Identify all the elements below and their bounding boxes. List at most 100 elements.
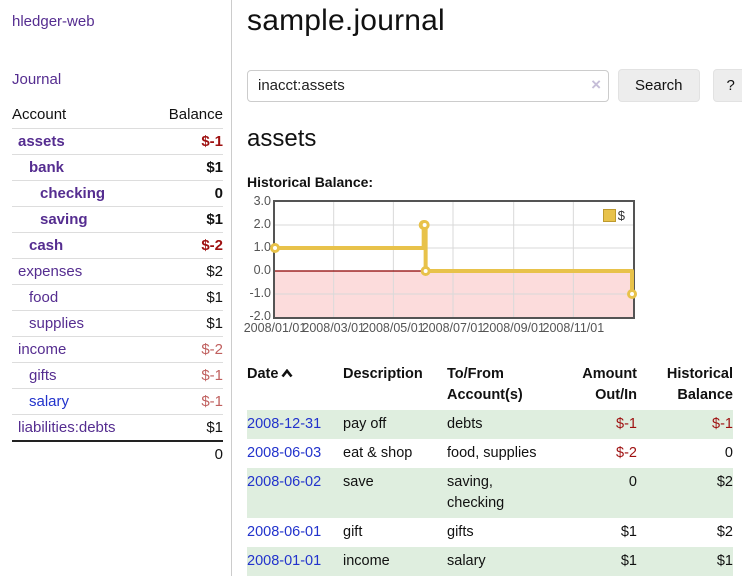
account-row: salary $-1 [12,388,223,415]
account-link[interactable]: liabilities:debts [18,419,116,436]
search-button[interactable]: Search [618,69,700,102]
y-tick-label: 1.0 [253,240,271,254]
account-balance: $1 [150,154,223,181]
register-row: 2008-06-03 eat & shop food, supplies $-2 0 [247,439,733,468]
register-header-balance: Historical Balance [666,366,733,404]
account-row: checking 0 [12,180,223,207]
y-tick-label: 0.0 [253,263,271,277]
accounts-table-body: assets $-1 bank $1 checking 0 saving $1 cash $-2 e… [12,128,223,441]
accounts-header-balance: Balance [168,106,223,123]
account-balance: $-2 [150,336,223,363]
register-row: 2008-06-01 gift gifts $1 $2 [247,518,733,547]
account-link[interactable]: saving [40,211,88,228]
x-tick-label: 2008/01/01 [243,321,307,335]
register-table: Date Description To/From Account(s) Amou… [247,361,733,577]
account-link[interactable]: checking [40,185,106,202]
account-link[interactable]: gifts [29,367,57,384]
main-content: sample.journal × Search ? assets Histori… [232,0,742,577]
account-balance: $-1 [150,128,223,155]
register-cell-description: save [343,468,447,519]
account-link[interactable]: food [29,289,59,306]
app-title-link[interactable]: hledger-web [12,13,95,30]
clear-search-icon[interactable]: × [591,74,601,94]
page-title: sample.journal [247,4,445,37]
register-cell-amount: 0 [553,468,637,519]
chart-title: Historical Balance: [247,174,374,190]
account-link[interactable]: income [18,341,67,358]
account-link[interactable]: salary [29,393,70,410]
accounts-table: Account Balance assets $-1 bank $1 checking 0… [12,103,223,467]
account-link[interactable]: bank [29,159,65,176]
register-cell-balance: $-1 [637,410,733,440]
register-cell-amount: $1 [553,547,637,577]
register-header-description: Description [343,366,423,382]
account-row: bank $1 [12,154,223,181]
transaction-date-link[interactable]: 2008-06-01 [247,524,322,541]
account-balance: $2 [150,258,223,285]
account-link[interactable]: supplies [29,315,85,332]
register-cell-accounts: gifts [447,524,474,541]
register-cell-description: income [343,547,447,577]
register-row: 2008-01-01 income salary $1 $1 [247,547,733,577]
sidebar: hledger-web Journal Account Balance asse… [0,0,232,577]
register-cell-accounts: food, supplies [447,445,537,462]
x-tick-label: 2008/03/01 [302,321,365,335]
register-cell-balance: $2 [716,524,733,541]
transaction-date-link[interactable]: 2008-06-02 [247,474,322,491]
transaction-date-link[interactable]: 2008-01-01 [247,553,322,570]
x-tick-label: 2008/07/01 [421,321,485,335]
account-row: food $1 [12,284,223,311]
register-cell-date: 2008-01-01 [247,547,343,577]
y-tick-label: 2.0 [253,217,271,231]
transaction-date-link[interactable]: 2008-12-31 [247,416,322,433]
search-bar: × Search ? [247,69,742,102]
register-header-accounts: To/From Account(s) [447,366,523,404]
account-balance: $1 [150,414,223,441]
x-tick-label: 2008/05/01 [362,321,425,335]
sidebar-item-journal[interactable]: Journal [12,71,62,88]
y-tick-label: -2.0 [249,309,271,323]
account-link[interactable]: cash [29,237,64,254]
x-tick-label: 2008/09/01 [482,321,545,335]
account-balance: 0 [150,180,223,207]
help-button[interactable]: ? [712,69,742,102]
accounts-header-account: Account [12,106,67,123]
register-cell-date: 2008-12-31 [247,410,343,440]
register-cell-balance: $1 [637,547,733,577]
account-row: supplies $1 [12,310,223,337]
chart-plot-area[interactable]: $ [270,200,638,319]
register-cell-accounts: salary [447,547,553,577]
register-cell-date: 2008-06-01 [247,518,343,547]
transaction-date-link[interactable]: 2008-06-03 [247,445,322,462]
sort-ascending-icon [281,369,293,378]
account-link[interactable]: expenses [18,263,83,280]
account-row: liabilities:debts $1 [12,414,223,441]
register-cell-balance: $2 [637,468,733,519]
account-link[interactable]: assets [18,133,65,150]
register-header-amount: Amount Out/In [582,366,637,404]
register-cell-date: 2008-06-02 [247,468,343,519]
account-row: gifts $-1 [12,362,223,389]
account-balance: $-2 [150,232,223,259]
search-input-wrap: × [247,69,609,102]
register-cell-description: pay off [343,410,447,440]
y-tick-label: -1.0 [249,286,271,300]
account-balance: $1 [150,284,223,311]
account-row: cash $-2 [12,232,223,259]
balance-chart: 3.0 2.0 1.0 0.0 -1.0 -2.0 $ 2008/01/01 2008/03… [243,194,742,340]
search-input[interactable] [247,69,609,102]
legend-series-label: $ [617,208,625,223]
x-tick-label: 2008/11/01 [542,321,605,335]
register-table-body: 2008-12-31 pay off debts $-1 $-1 2008-06-03 ea… [247,410,733,577]
register-cell-date: 2008-06-03 [247,439,343,468]
account-row: expenses $2 [12,258,223,285]
account-balance: $-1 [150,362,223,389]
register-header-date[interactable]: Date [247,361,343,410]
register-cell-balance: 0 [724,445,733,462]
accounts-total-value: 0 [150,440,223,467]
register-cell-amount: $-1 [553,410,637,440]
account-heading: assets [247,125,317,152]
accounts-total-row: 0 [12,440,223,467]
register-cell-accounts: debts [447,410,553,440]
